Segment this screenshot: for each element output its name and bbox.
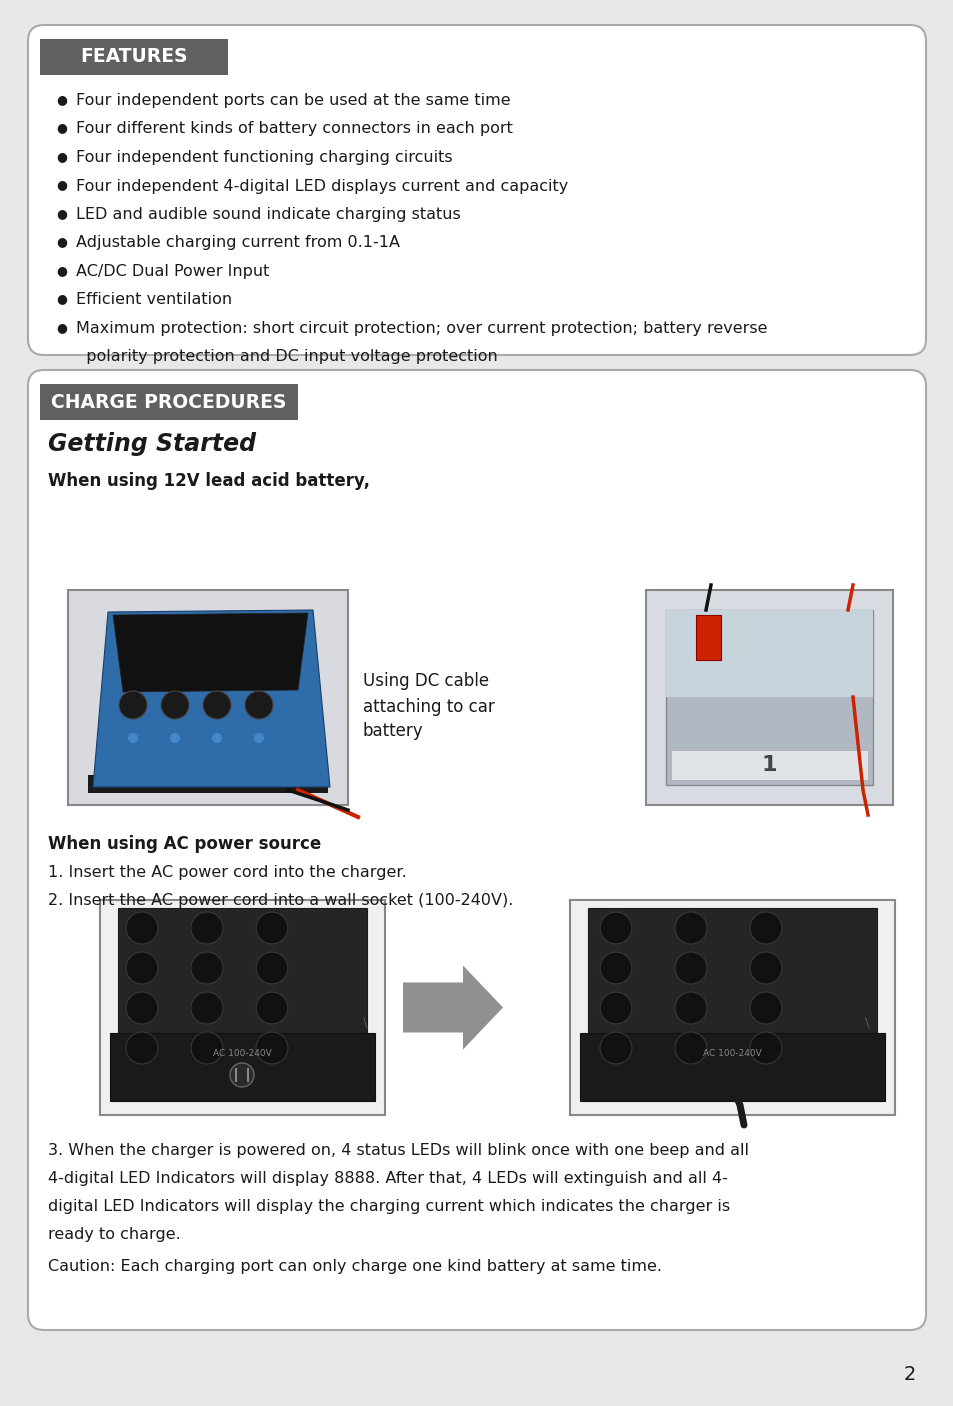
Text: ●: ● — [56, 235, 67, 249]
Text: Efficient ventilation: Efficient ventilation — [76, 292, 232, 308]
Polygon shape — [112, 613, 308, 692]
Circle shape — [599, 952, 631, 984]
Circle shape — [119, 690, 147, 718]
Circle shape — [599, 993, 631, 1024]
Text: Getting Started: Getting Started — [48, 432, 255, 456]
Text: ●: ● — [56, 150, 67, 163]
Bar — [68, 591, 348, 806]
Polygon shape — [696, 614, 720, 659]
Text: Using DC cable: Using DC cable — [363, 672, 489, 690]
Text: Four independent 4-digital LED displays current and capacity: Four independent 4-digital LED displays … — [76, 179, 568, 194]
Circle shape — [599, 1032, 631, 1064]
Circle shape — [675, 952, 706, 984]
Circle shape — [253, 733, 264, 742]
Text: 4-digital LED Indicators will display 8888. After that, 4 LEDs will extinguish a: 4-digital LED Indicators will display 88… — [48, 1171, 727, 1187]
Text: LED and audible sound indicate charging status: LED and audible sound indicate charging … — [76, 207, 460, 222]
Text: CHARGE PROCEDURES: CHARGE PROCEDURES — [51, 392, 287, 412]
Bar — [665, 610, 872, 697]
Text: Four different kinds of battery connectors in each port: Four different kinds of battery connecto… — [76, 121, 513, 136]
Text: ready to charge.: ready to charge. — [48, 1227, 180, 1241]
Polygon shape — [402, 966, 502, 1049]
Text: 2: 2 — [902, 1365, 915, 1385]
Circle shape — [161, 690, 189, 718]
Text: 3. When the charger is powered on, 4 status LEDs will blink once with one beep a: 3. When the charger is powered on, 4 sta… — [48, 1143, 748, 1159]
Circle shape — [675, 1032, 706, 1064]
FancyBboxPatch shape — [28, 370, 925, 1330]
Bar — [40, 384, 297, 420]
Circle shape — [126, 993, 158, 1024]
Circle shape — [191, 1032, 223, 1064]
Circle shape — [675, 912, 706, 943]
Text: AC 100-240V: AC 100-240V — [702, 1049, 760, 1057]
Bar — [670, 749, 867, 780]
Text: polarity protection and DC input voltage protection: polarity protection and DC input voltage… — [76, 350, 497, 364]
Text: ●: ● — [56, 207, 67, 219]
Text: ●: ● — [56, 321, 67, 335]
Text: AC 100-240V: AC 100-240V — [213, 1049, 271, 1057]
Text: When using AC power source: When using AC power source — [48, 835, 321, 853]
Polygon shape — [92, 610, 330, 787]
Circle shape — [170, 733, 180, 742]
Text: ●: ● — [56, 121, 67, 135]
Circle shape — [255, 952, 288, 984]
Text: ●: ● — [56, 179, 67, 191]
Bar — [569, 900, 894, 1115]
Circle shape — [255, 912, 288, 943]
Bar — [645, 591, 892, 806]
Text: 2. Insert the AC power cord into a wall socket (100-240V).: 2. Insert the AC power cord into a wall … — [48, 893, 513, 908]
Bar — [100, 900, 385, 1115]
Text: When using 12V lead acid battery,: When using 12V lead acid battery, — [48, 472, 370, 491]
Circle shape — [126, 1032, 158, 1064]
Bar — [118, 908, 367, 1038]
Text: Four independent functioning charging circuits: Four independent functioning charging ci… — [76, 150, 452, 165]
Text: 1: 1 — [760, 755, 776, 775]
Text: \: \ — [363, 1015, 367, 1029]
Circle shape — [126, 912, 158, 943]
Bar — [88, 775, 328, 793]
Text: Maximum protection: short circuit protection; over current protection; battery r: Maximum protection: short circuit protec… — [76, 321, 767, 336]
Circle shape — [128, 733, 138, 742]
Text: digital LED Indicators will display the charging current which indicates the cha: digital LED Indicators will display the … — [48, 1199, 729, 1213]
Circle shape — [191, 912, 223, 943]
Circle shape — [675, 993, 706, 1024]
Bar — [110, 1033, 375, 1101]
Circle shape — [230, 1063, 253, 1087]
Text: 1. Insert the AC power cord into the charger.: 1. Insert the AC power cord into the cha… — [48, 865, 406, 880]
Circle shape — [126, 952, 158, 984]
Circle shape — [255, 993, 288, 1024]
Circle shape — [749, 912, 781, 943]
Circle shape — [749, 993, 781, 1024]
Circle shape — [599, 912, 631, 943]
Circle shape — [203, 690, 231, 718]
Circle shape — [212, 733, 222, 742]
Text: Caution: Each charging port can only charge one kind battery at same time.: Caution: Each charging port can only cha… — [48, 1258, 661, 1274]
Text: Four independent ports can be used at the same time: Four independent ports can be used at th… — [76, 93, 510, 108]
Circle shape — [245, 690, 273, 718]
Text: AC/DC Dual Power Input: AC/DC Dual Power Input — [76, 264, 269, 278]
Text: ●: ● — [56, 292, 67, 305]
Circle shape — [749, 952, 781, 984]
Bar — [665, 610, 872, 785]
Text: ●: ● — [56, 264, 67, 277]
Bar — [587, 908, 876, 1038]
Text: \: \ — [864, 1015, 869, 1029]
FancyBboxPatch shape — [28, 25, 925, 354]
Circle shape — [191, 952, 223, 984]
Text: battery: battery — [363, 723, 423, 741]
Bar — [579, 1033, 884, 1101]
Circle shape — [191, 993, 223, 1024]
Text: Adjustable charging current from 0.1-1A: Adjustable charging current from 0.1-1A — [76, 235, 399, 250]
Text: ●: ● — [56, 93, 67, 105]
Text: attaching to car: attaching to car — [363, 697, 495, 716]
Circle shape — [749, 1032, 781, 1064]
Text: FEATURES: FEATURES — [80, 48, 188, 66]
Bar — [40, 39, 228, 75]
Circle shape — [255, 1032, 288, 1064]
